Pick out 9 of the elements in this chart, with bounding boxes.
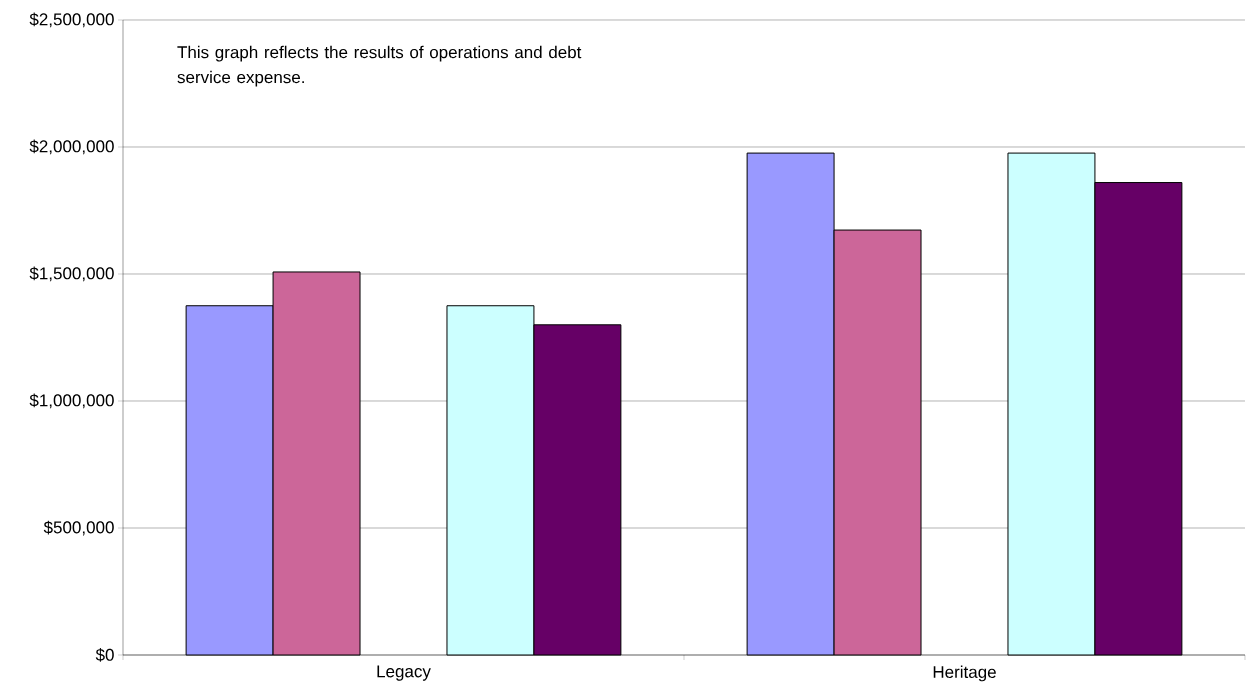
- y-tick-label: $500,000: [43, 520, 114, 536]
- x-tick-label: Heritage: [933, 665, 996, 682]
- y-tick-label: $1,500,000: [29, 266, 114, 282]
- y-tick-label: $0: [95, 648, 114, 662]
- y-tick-label: $1,000,000: [29, 393, 114, 409]
- y-tick-label: $2,500,000: [29, 12, 114, 28]
- x-tick-label: Legacy: [377, 665, 431, 681]
- y-tick-label: $2,000,000: [29, 139, 114, 155]
- annotation: This graph reflects the results of operations and debt service expense.: [177, 45, 582, 87]
